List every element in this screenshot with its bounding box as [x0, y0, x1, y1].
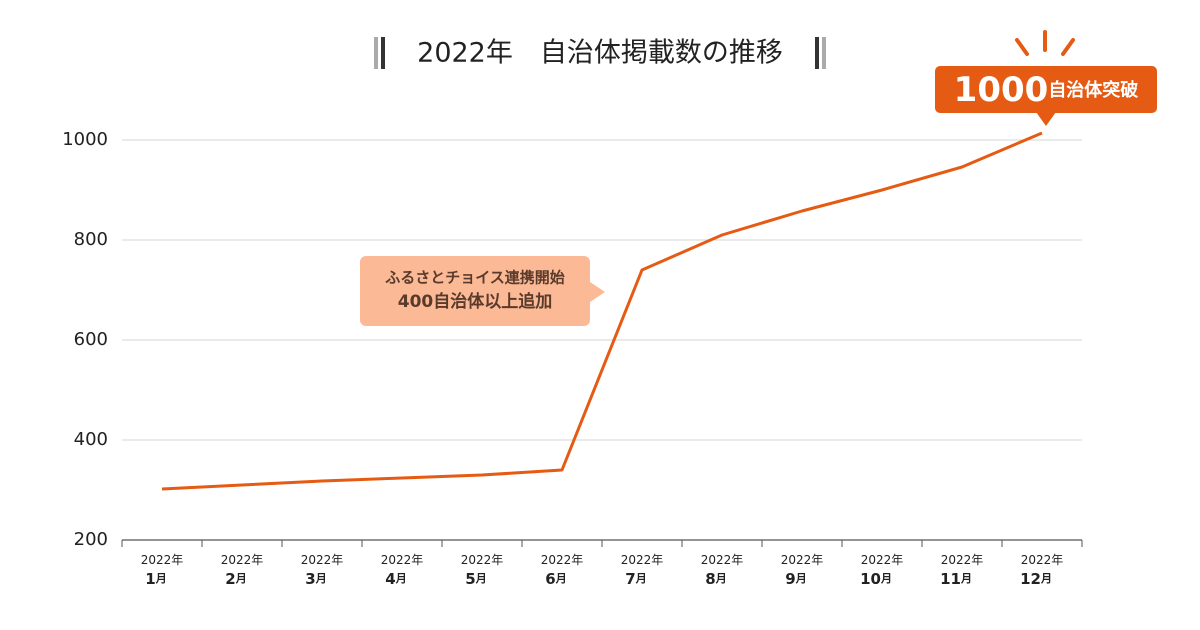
x-tick-label: 2022年 11月 [940, 553, 983, 588]
burst [1015, 30, 1075, 56]
x-tick-label: 2022年 3月 [301, 553, 344, 588]
callout-pointer [1036, 112, 1056, 126]
y-tick-label: 800 [74, 229, 108, 250]
title-bar [822, 37, 826, 69]
y-tick-label: 200 [74, 529, 108, 550]
x-tick-label: 2022年 7月 [621, 553, 664, 588]
x-tick-label: 2022年 4月 [381, 553, 424, 588]
x-tick-label: 2022年 1月 [141, 553, 184, 588]
title-bar [815, 37, 819, 69]
y-tick-label: 1000 [62, 129, 108, 150]
annotation-text: ふるさとチョイス連携開始 [385, 269, 565, 287]
x-tick-label: 2022年 9月 [781, 553, 824, 588]
title-bar [374, 37, 378, 69]
y-tick-label: 400 [74, 429, 108, 450]
title-bar [381, 37, 385, 69]
annotation-text: 400自治体以上追加 [398, 291, 553, 312]
x-tick-label: 2022年 6月 [541, 553, 584, 588]
x-tick-label: 2022年 8月 [701, 553, 744, 588]
x-tick-label: 2022年 12月 [1020, 553, 1063, 588]
chart-title: 2022年 自治体掲載数の推移 [417, 38, 783, 69]
annotation-text: 1000自治体突破 [954, 70, 1139, 110]
line [161, 131, 1043, 491]
callout [360, 256, 590, 326]
callout-pointer [590, 282, 605, 302]
x-tick-label: 2022年 5月 [461, 553, 504, 588]
x-tick-label: 2022年 2月 [221, 553, 264, 588]
y-tick-label: 600 [74, 329, 108, 350]
x-tick-label: 2022年 10月 [860, 553, 903, 588]
callout [935, 66, 1157, 113]
